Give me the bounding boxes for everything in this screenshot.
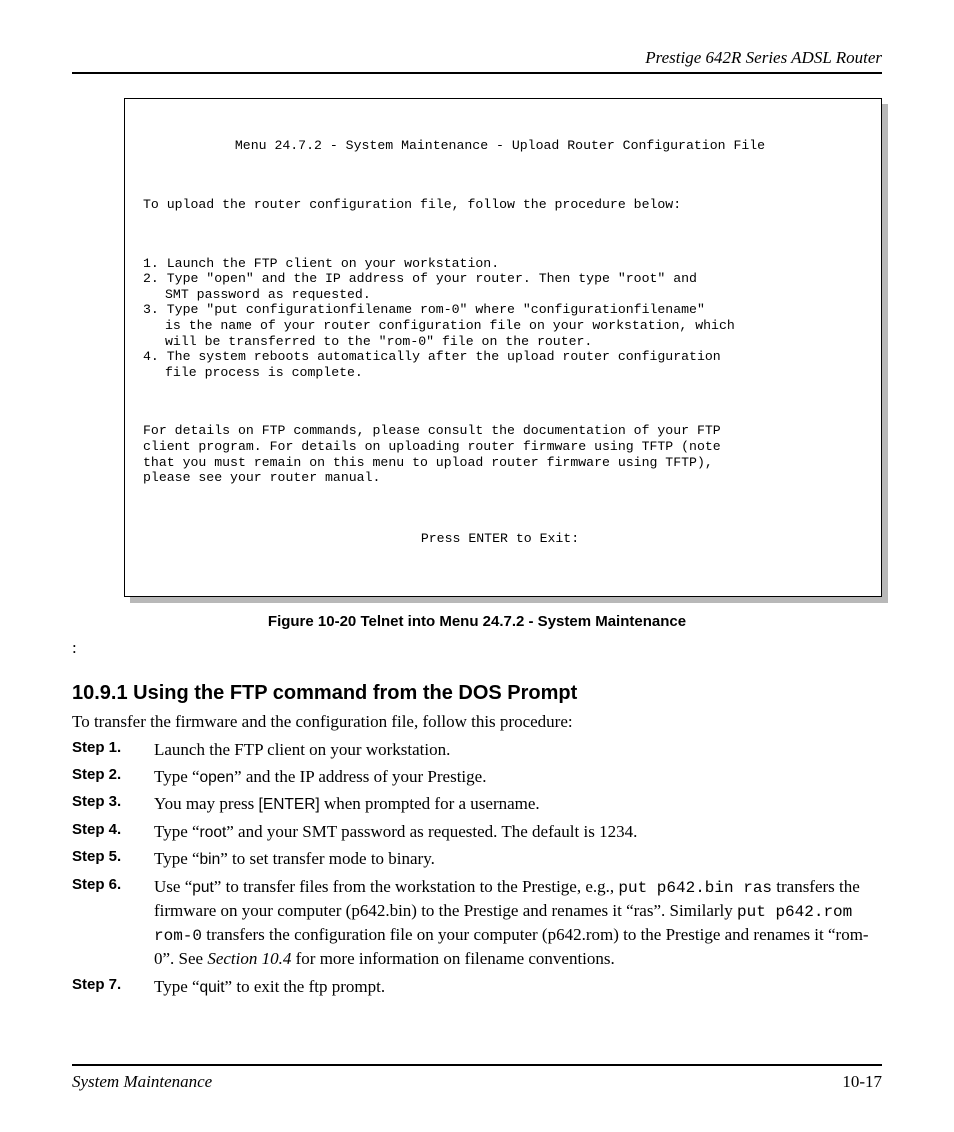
step-body: You may press [ENTER] when prompted for … <box>154 792 882 815</box>
page-header: Prestige 642R Series ADSL Router <box>72 48 882 74</box>
page-footer: System Maintenance 10-17 <box>72 1064 882 1092</box>
step-label: Step 1. <box>72 738 154 761</box>
terminal-press-enter: Press ENTER to Exit: <box>143 531 857 547</box>
dos-step: Step 2.Type “open” and the IP address of… <box>72 765 882 788</box>
step-label: Step 6. <box>72 875 154 971</box>
step-body: Use “put” to transfer files from the wor… <box>154 875 882 971</box>
section-intro: To transfer the firmware and the configu… <box>72 711 882 734</box>
dos-step: Step 7.Type “quit” to exit the ftp promp… <box>72 975 882 998</box>
step-body: Launch the FTP client on your workstatio… <box>154 738 882 761</box>
dos-step: Step 5.Type “bin” to set transfer mode t… <box>72 847 882 870</box>
terminal-box: Menu 24.7.2 - System Maintenance - Uploa… <box>124 98 882 597</box>
terminal-steps: 1. Launch the FTP client on your worksta… <box>143 256 857 381</box>
dos-step: Step 3.You may press [ENTER] when prompt… <box>72 792 882 815</box>
figure-caption: Figure 10-20 Telnet into Menu 24.7.2 - S… <box>72 613 882 630</box>
step-label: Step 5. <box>72 847 154 870</box>
step-body: Type “root” and your SMT password as req… <box>154 820 882 843</box>
dos-steps-list: Step 1.Launch the FTP client on your wor… <box>72 738 882 998</box>
step-label: Step 2. <box>72 765 154 788</box>
step-label: Step 3. <box>72 792 154 815</box>
dos-step: Step 4.Type “root” and your SMT password… <box>72 820 882 843</box>
terminal-intro: To upload the router configuration file,… <box>143 197 857 213</box>
step-body: Type “open” and the IP address of your P… <box>154 765 882 788</box>
stray-colon: : <box>72 638 882 658</box>
step-body: Type “quit” to exit the ftp prompt. <box>154 975 882 998</box>
terminal-step-line: file process is complete. <box>143 365 857 381</box>
footer-section-name: System Maintenance <box>72 1072 212 1092</box>
step-body: Type “bin” to set transfer mode to binar… <box>154 847 882 870</box>
terminal-step-line: 4. The system reboots automatically afte… <box>143 349 857 365</box>
terminal-title: Menu 24.7.2 - System Maintenance - Uploa… <box>143 138 857 154</box>
terminal-step-line: SMT password as requested. <box>143 287 857 303</box>
terminal-paragraph: For details on FTP commands, please cons… <box>143 423 857 485</box>
section-heading: 10.9.1 Using the FTP command from the DO… <box>72 682 882 705</box>
terminal-screenshot: Menu 24.7.2 - System Maintenance - Uploa… <box>124 98 882 597</box>
footer-page-number: 10-17 <box>842 1072 882 1092</box>
dos-step: Step 6.Use “put” to transfer files from … <box>72 875 882 971</box>
page: Prestige 642R Series ADSL Router Menu 24… <box>0 0 954 1132</box>
terminal-step-line: is the name of your router configuration… <box>143 318 857 334</box>
terminal-step-line: will be transferred to the "rom-0" file … <box>143 334 857 350</box>
step-label: Step 4. <box>72 820 154 843</box>
terminal-step-line: 3. Type "put configurationfilename rom-0… <box>143 302 857 318</box>
header-title: Prestige 642R Series ADSL Router <box>645 48 882 67</box>
terminal-step-line: 2. Type "open" and the IP address of you… <box>143 271 857 287</box>
terminal-step-line: 1. Launch the FTP client on your worksta… <box>143 256 857 272</box>
step-label: Step 7. <box>72 975 154 998</box>
dos-step: Step 1.Launch the FTP client on your wor… <box>72 738 882 761</box>
